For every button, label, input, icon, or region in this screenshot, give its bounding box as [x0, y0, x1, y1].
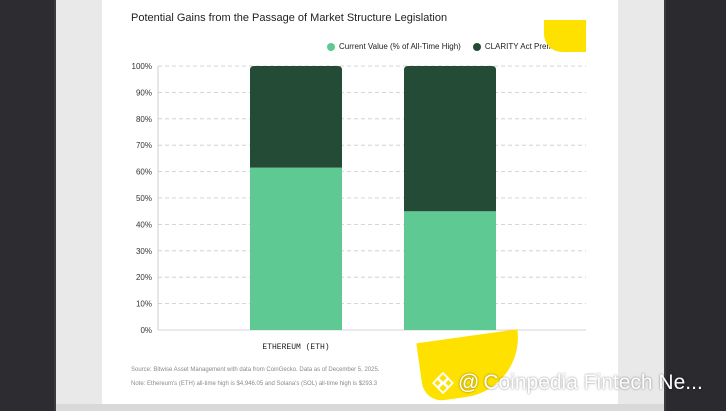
right-divider — [664, 0, 666, 411]
chart-title: Potential Gains from the Passage of Mark… — [131, 12, 448, 24]
footnote: Note: Ethereum's (ETH) all-time high is … — [131, 381, 378, 387]
page-background — [56, 0, 664, 411]
legend-item-current-value: Current Value (% of All-Time High) — [327, 42, 461, 51]
highlight-mark-top — [544, 20, 586, 52]
legend-label-current-value: Current Value (% of All-Time High) — [339, 42, 461, 51]
legend-swatch-current-value — [327, 42, 335, 51]
left-divider — [54, 0, 56, 411]
bottom-strip — [56, 404, 664, 411]
watermark: @ Coinpedia Fintech Ne... — [432, 371, 703, 395]
watermark-text: Coinpedia Fintech Ne... — [483, 371, 703, 394]
binance-diamond-icon — [432, 372, 454, 394]
legend-swatch-clarity-premium — [472, 42, 481, 51]
right-panel — [664, 0, 726, 411]
chart-card — [102, 0, 618, 411]
source-note: Source: Bitwise Asset Management with da… — [131, 367, 380, 373]
watermark-at: @ — [458, 371, 480, 394]
legend-label-clarity-premium: CLARITY Act Premium — [484, 42, 567, 51]
legend-item-clarity-premium: CLARITY Act Premium — [472, 42, 567, 51]
chart-legend: Current Value (% of All-Time High) CLARI… — [327, 42, 566, 51]
left-panel — [0, 0, 56, 411]
